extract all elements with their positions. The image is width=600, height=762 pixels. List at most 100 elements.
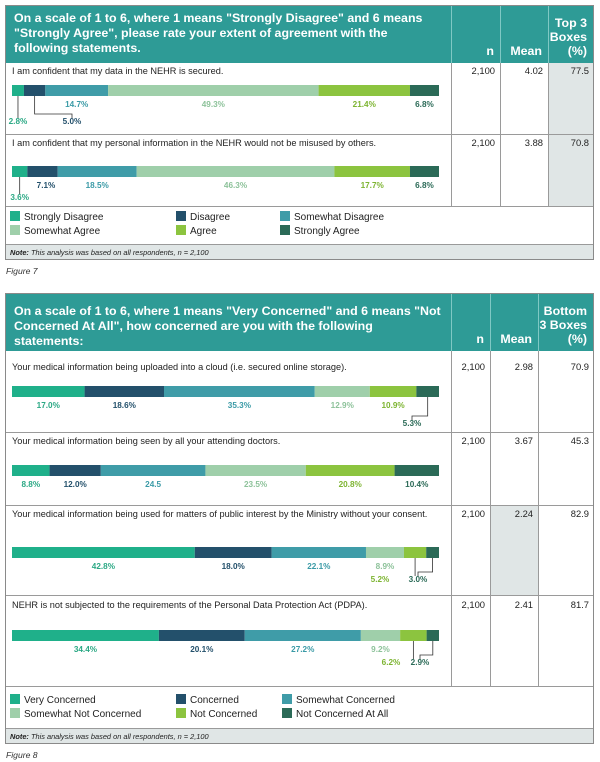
bar-segment-4	[365, 547, 404, 558]
statement-text: Your medical information being uploaded …	[12, 362, 347, 372]
bar-segment-6	[426, 630, 439, 641]
bar-value-label: 34.4%	[73, 645, 98, 654]
legend-swatch	[176, 694, 186, 704]
bar-value-label: 18.6%	[112, 401, 136, 410]
bar-segment-5	[369, 386, 417, 397]
legend-swatch	[10, 694, 20, 704]
legend-item: Disagree	[176, 211, 230, 223]
bar-value-label: 35.3%	[227, 401, 251, 410]
row-n-value: 2,100	[461, 361, 485, 372]
bar-value-label: 22.1%	[307, 562, 331, 571]
row-mean-value: 2.41	[514, 599, 533, 610]
bar-segment-1	[12, 85, 24, 96]
legend-swatch	[10, 708, 20, 718]
stacked-bar-chart	[12, 465, 439, 476]
bar-segment-3	[244, 630, 361, 641]
bar-value-label: 42.8%	[91, 562, 115, 571]
statement-text: Your medical information being seen by a…	[12, 436, 281, 446]
legend-swatch	[280, 211, 290, 221]
bar-value-label: 17.7%	[360, 181, 384, 190]
bar-segment-4	[314, 386, 370, 397]
label-leader-line	[417, 558, 433, 576]
stacked-bar-chart	[12, 386, 439, 420]
bar-value-label: 5.3%	[402, 419, 422, 428]
bar-value-label: 6.8%	[415, 181, 434, 190]
label-leader-line	[34, 96, 73, 118]
legend-swatch	[10, 225, 20, 235]
figure-caption: Figure 8	[6, 750, 38, 760]
bar-value-label: 7.1%	[36, 181, 56, 190]
statement-text: Your medical information being used for …	[12, 509, 428, 519]
legend-item: Somewhat Not Concerned	[10, 708, 141, 720]
bar-segment-1	[12, 547, 195, 558]
stacked-bar-chart	[12, 166, 439, 194]
legend-swatch	[280, 225, 290, 235]
bar-value-label: 10.4%	[405, 480, 429, 489]
bar-segment-2	[27, 166, 58, 177]
bar-segment-1	[12, 386, 85, 397]
legend-swatch	[282, 708, 292, 718]
legend-item: Somewhat Disagree	[280, 211, 384, 223]
bar-value-label: 21.4%	[352, 100, 376, 109]
figure-8-table: On a scale of 1 to 6, where 1 means "Ver…	[5, 293, 594, 744]
table-header: On a scale of 1 to 6, where 1 means "Str…	[6, 6, 593, 63]
bar-value-label: 5.0%	[62, 117, 82, 126]
legend-label: Somewhat Not Concerned	[24, 709, 142, 720]
figure-caption: Figure 7	[6, 266, 38, 276]
legend-item: Strongly Disagree	[10, 211, 103, 223]
bar-segment-4	[108, 85, 319, 96]
col-n-header: n	[451, 294, 490, 351]
bar-segment-1	[12, 630, 159, 641]
legend-label: Not Concerned	[190, 709, 258, 720]
bar-value-label: 18.5%	[85, 181, 109, 190]
row-n-value: 2,100	[461, 435, 485, 446]
bar-segment-6	[416, 386, 439, 397]
table-header: On a scale of 1 to 6, where 1 means "Ver…	[6, 294, 593, 351]
row-mean-value: 2.24	[514, 508, 533, 519]
legend-label: Somewhat Disagree	[294, 212, 385, 223]
stacked-bar-chart	[12, 547, 439, 576]
bar-segment-6	[394, 465, 439, 476]
legend-item: Somewhat Concerned	[282, 694, 395, 706]
bar-value-label: 17.0%	[36, 401, 60, 410]
col-top3-header: Top 3 Boxes (%)	[548, 6, 593, 63]
mean-shade-row3	[490, 505, 538, 595]
legend-label: Strongly Agree	[294, 226, 360, 237]
row-mean-value: 4.02	[524, 65, 543, 76]
bar-value-label: 12.0%	[63, 480, 87, 489]
row-n-value: 2,100	[461, 599, 485, 610]
bar-value-label: 49.3%	[201, 100, 225, 109]
figure-7-table: On a scale of 1 to 6, where 1 means "Str…	[5, 5, 594, 260]
legend-item: Concerned	[176, 694, 239, 706]
legend-swatch	[176, 211, 186, 221]
statement-text: I am confident that my data in the NEHR …	[12, 66, 224, 76]
bar-segment-3	[45, 85, 109, 96]
legend-item: Very Concerned	[10, 694, 96, 706]
bar-value-label: 20.1%	[190, 645, 214, 654]
row-pct-value: 77.5	[570, 65, 589, 76]
bar-segment-5	[305, 465, 395, 476]
col-bottom3-header: Bottom 3 Boxes (%)	[538, 294, 593, 351]
row-pct-value: 70.9	[570, 361, 589, 372]
bar-segment-3	[164, 386, 315, 397]
row-n-value: 2,100	[471, 137, 495, 148]
bar-segment-5	[403, 547, 427, 558]
bar-value-label: 20.8%	[338, 480, 362, 489]
legend-swatch	[10, 211, 20, 221]
legend-item: Somewhat Agree	[10, 225, 100, 237]
statement-text: I am confident that my personal informat…	[12, 138, 377, 148]
label-leader-line	[419, 641, 434, 659]
bar-segment-6	[409, 85, 439, 96]
col-mean-header: Mean	[490, 294, 538, 351]
legend-label: Strongly Disagree	[24, 212, 104, 223]
legend-swatch	[176, 225, 186, 235]
bar-segment-2	[158, 630, 245, 641]
bar-segment-3	[271, 547, 366, 558]
col-n-header: n	[451, 6, 500, 63]
bar-segment-2	[194, 547, 272, 558]
bar-segment-1	[12, 465, 50, 476]
row-pct-value: 70.8	[570, 137, 589, 148]
legend-label: Somewhat Concerned	[296, 695, 395, 706]
bar-segment-4	[136, 166, 335, 177]
table-note: Note: This analysis was based on all res…	[6, 244, 593, 259]
